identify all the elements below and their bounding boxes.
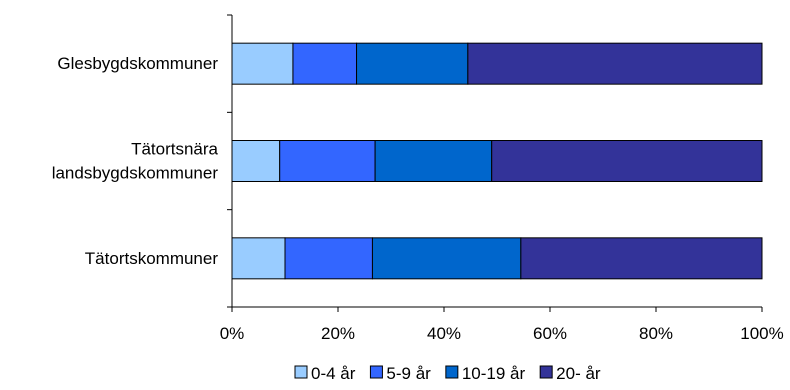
legend-swatch (445, 365, 459, 379)
x-tick-label: 40% (427, 324, 461, 343)
x-axis: 0% 20% 40% 60% 80% 100% (220, 306, 784, 343)
bar-segment (231, 140, 281, 182)
legend-swatch (539, 365, 553, 379)
bar-segment (491, 140, 763, 182)
legend-label: 0-4 år (311, 364, 356, 383)
bars: Glesbygdskommuner Tätortsnära landsbygdsko… (52, 42, 763, 280)
bar-segment (467, 42, 763, 85)
x-tick-label: 100% (740, 324, 783, 343)
category-label: Tätortskommuner (85, 249, 219, 268)
bar-segment (231, 42, 294, 85)
legend-swatch (369, 365, 383, 379)
category-label: landsbygdskommuner (52, 164, 219, 183)
x-tick-label: 80% (639, 324, 673, 343)
bar-segment (520, 237, 763, 280)
bar-segment (231, 237, 286, 280)
bar-segment (284, 237, 373, 280)
x-tick-label: 0% (220, 324, 245, 343)
bar-segment (292, 42, 358, 85)
category-label: Tätortsnära (131, 140, 218, 159)
bar-segment (371, 237, 522, 280)
category-label: Glesbygdskommuner (57, 54, 218, 73)
bar-segment (356, 42, 469, 85)
y-axis (227, 14, 233, 308)
legend-swatch (294, 365, 308, 379)
legend-label: 10-19 år (462, 364, 526, 383)
bar-segment (279, 140, 376, 182)
x-tick-label: 20% (321, 324, 355, 343)
legend-label: 5-9 år (386, 364, 431, 383)
legend: 0-4 år 5-9 år 10-19 år 20- år (294, 364, 601, 383)
x-tick-label: 60% (533, 324, 567, 343)
bar-segment (374, 140, 493, 182)
legend-label: 20- år (556, 364, 601, 383)
